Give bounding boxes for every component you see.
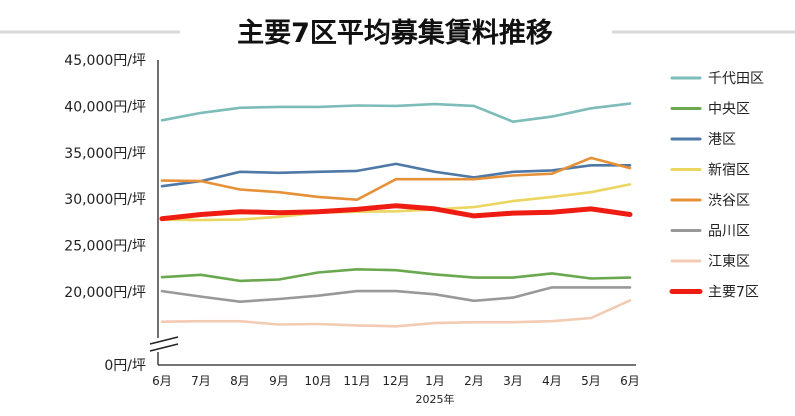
x-tick-label: 2月 <box>464 374 484 388</box>
axis-break-mark <box>149 336 179 345</box>
x-tick-label: 11月 <box>343 374 370 388</box>
y-tick-label: 45,000円/坪 <box>64 53 146 69</box>
x-tick-label: 10月 <box>304 374 331 388</box>
x-tick-label: 3月 <box>503 374 523 388</box>
legend-label: 渋谷区 <box>708 193 750 209</box>
series-line-4 <box>160 156 632 201</box>
x-tick-label: 8月 <box>230 374 250 388</box>
x-tick-label: 4月 <box>542 374 562 388</box>
y-tick-label: 25,000円/坪 <box>64 239 146 255</box>
y-tick-label: 35,000円/坪 <box>64 146 146 162</box>
x-tick-label: 9月 <box>269 374 289 388</box>
y-tick-label: 30,000円/坪 <box>64 192 146 208</box>
legend-label: 品川区 <box>708 224 750 240</box>
legend-label: 江東区 <box>708 254 750 270</box>
legend-label: 新宿区 <box>708 162 750 179</box>
x-tick-label: 6月 <box>620 374 640 388</box>
plot-area: 45,000円/坪 40,000円/坪 35,000円/坪 30,000円/坪 25,0… <box>64 53 640 406</box>
legend-label: 港区 <box>708 132 736 148</box>
legend-label: 千代田区 <box>708 71 764 87</box>
x-tick-label: 5月 <box>581 374 601 388</box>
chart-title: 主要7区平均募集賃料推移 <box>237 17 553 49</box>
legend-label: 中央区 <box>708 102 750 118</box>
series-line-0 <box>160 102 632 123</box>
series-line-3 <box>160 183 632 222</box>
series-line-2 <box>160 162 632 188</box>
x-tick-label: 7月 <box>191 374 211 388</box>
axis-break-mark <box>149 343 179 352</box>
series-line-6 <box>160 299 632 328</box>
x-tick-label: 12月 <box>382 374 409 388</box>
series-line-5 <box>160 286 632 304</box>
x-tick-label: 6月 <box>152 374 172 388</box>
y-tick-label: 20,000円/坪 <box>64 285 146 301</box>
x-axis-sublabel: 2025年 <box>416 392 455 406</box>
legend-label: 主要7区 <box>708 285 759 301</box>
y-tick-label: 40,000円/坪 <box>64 99 146 115</box>
series-line-1 <box>160 267 632 283</box>
x-tick-label: 1月 <box>425 374 445 388</box>
series-line-7 <box>159 203 633 222</box>
y-tick-label: 0円/坪 <box>104 358 146 374</box>
